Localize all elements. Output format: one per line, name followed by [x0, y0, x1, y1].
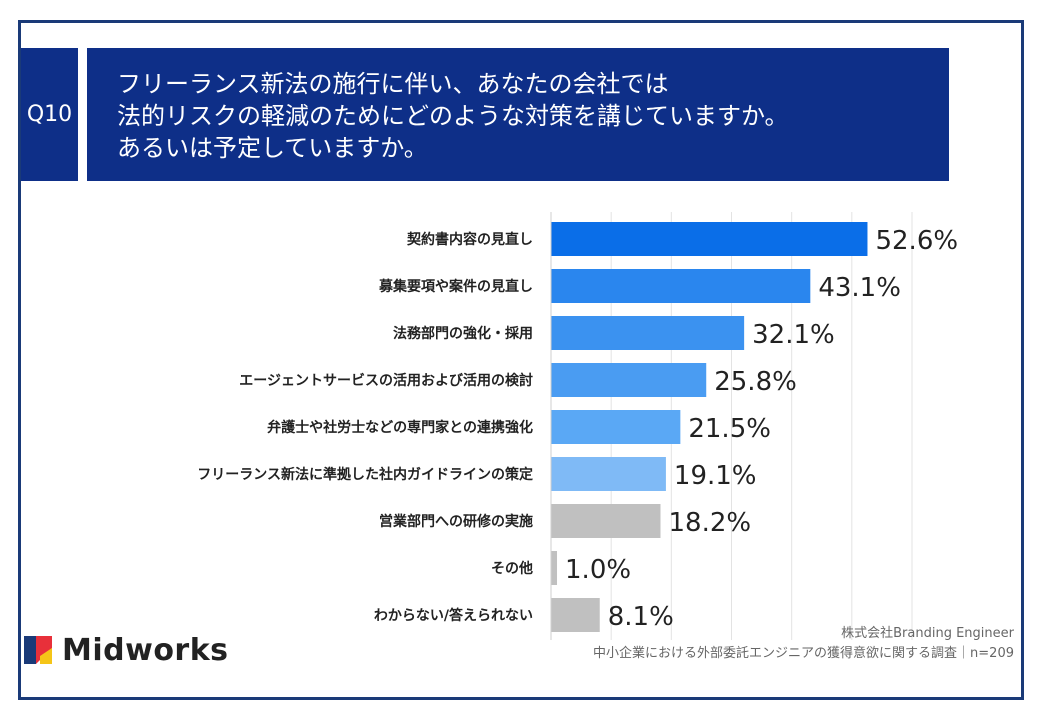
question-line-3: あるいは予定していますか。	[117, 134, 428, 162]
value-label: 18.2%	[669, 508, 752, 538]
bar	[551, 316, 745, 350]
category-label: フリーランス新法に準拠した社内ガイドラインの策定	[197, 466, 533, 483]
question-title: フリーランス新法の施行に伴い、あなたの会社では 法的リスクの軽減のためにどのよう…	[87, 48, 949, 181]
category-label: 法務部門の強化・採用	[393, 325, 533, 342]
figure-frame: Q10 フリーランス新法の施行に伴い、あなたの会社では 法的リスクの軽減のために…	[18, 20, 1024, 700]
bar	[551, 363, 707, 397]
value-label: 52.6%	[875, 226, 958, 256]
bar	[551, 598, 600, 632]
category-label: 契約書内容の見直し	[406, 231, 533, 248]
value-label: 19.1%	[674, 461, 757, 491]
bar	[551, 222, 868, 256]
question-tag: Q10	[21, 48, 78, 181]
category-label: 弁護士や社労士などの専門家との連携強化	[267, 419, 533, 436]
value-label: 32.1%	[752, 320, 835, 350]
bar	[551, 410, 681, 444]
question-line-2: 法的リスクの軽減のためにどのような対策を講じていますか。	[117, 102, 789, 130]
value-label: 21.5%	[688, 414, 771, 444]
category-label: 募集要項や案件の見直し	[378, 278, 533, 295]
logo-text: Midworks	[62, 632, 229, 668]
bar	[551, 504, 661, 538]
question-line-1: フリーランス新法の施行に伴い、あなたの会社では	[117, 70, 669, 98]
category-label: エージェントサービスの活用および活用の検討	[239, 372, 533, 389]
value-label: 43.1%	[818, 273, 901, 303]
value-label: 1.0%	[565, 555, 631, 585]
category-label: わからない/答えられない	[374, 607, 533, 624]
category-label: その他	[491, 560, 533, 577]
midworks-logo: Midworks	[22, 630, 229, 670]
category-label: 営業部門への研修の実施	[379, 513, 533, 530]
source-note: 株式会社Branding Engineer 中小企業における外部委託エンジニアの…	[593, 624, 1014, 664]
value-label: 25.8%	[714, 367, 797, 397]
bar	[551, 269, 811, 303]
source-company: 株式会社Branding Engineer	[841, 626, 1014, 641]
value-label: 8.1%	[608, 602, 674, 632]
bar	[551, 457, 666, 491]
midworks-logo-icon	[24, 636, 52, 664]
source-survey: 中小企業における外部委託エンジニアの獲得意欲に関する調査｜n=209	[593, 646, 1014, 661]
bar	[551, 551, 558, 585]
